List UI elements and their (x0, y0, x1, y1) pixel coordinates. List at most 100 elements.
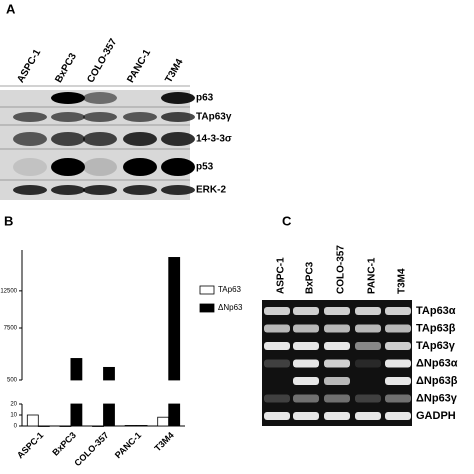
lane-label: BxPC3 (53, 51, 79, 85)
x-tick-label: BxPC3 (50, 430, 78, 458)
bar (124, 425, 137, 427)
band (83, 112, 117, 122)
band (293, 342, 319, 350)
band (324, 412, 350, 420)
y-tick-label: 12500 (0, 288, 17, 294)
lane-label: BxPC3 (305, 261, 316, 294)
bar (135, 425, 148, 427)
legend-label: TAp63 (218, 285, 242, 294)
band (264, 394, 290, 403)
band (355, 324, 381, 333)
band (324, 377, 350, 385)
x-tick-label: COLO-357 (72, 430, 110, 468)
band (13, 185, 47, 195)
lane-label: PANC-1 (367, 257, 378, 294)
band (51, 158, 85, 176)
band (123, 112, 157, 122)
bar (168, 403, 181, 427)
row-label: TAp63α (416, 305, 456, 317)
band (324, 324, 350, 333)
lane-label: T3M4 (163, 57, 186, 85)
y-tick-label: 7500 (4, 326, 18, 332)
band (324, 342, 350, 350)
band (161, 92, 195, 104)
band (293, 324, 319, 333)
band (385, 394, 411, 403)
band (355, 394, 381, 403)
band (385, 359, 411, 368)
band (161, 132, 195, 146)
band (83, 92, 117, 104)
band (355, 307, 381, 315)
band (161, 185, 195, 195)
band (385, 307, 411, 315)
band (13, 112, 47, 122)
bar (92, 425, 104, 427)
bar (37, 425, 50, 427)
band (51, 185, 85, 195)
band (293, 377, 319, 385)
bar (26, 414, 39, 427)
panel-letter: A (6, 1, 16, 16)
row-label: ΔNp63β (416, 375, 458, 387)
x-tick-label: ASPC-1 (15, 430, 45, 460)
row-label: p53 (196, 162, 214, 173)
bar (70, 403, 83, 427)
x-tick-label: PANC-1 (113, 430, 143, 460)
row-label: TAp63β (416, 322, 456, 334)
lane-label: T3M4 (397, 268, 408, 294)
bar (103, 403, 115, 427)
row-label: p63 (196, 93, 214, 104)
band (355, 412, 381, 420)
row-label: TAp63γ (196, 112, 232, 123)
band (264, 324, 290, 333)
row-label: ΔNp63γ (416, 392, 458, 404)
band (324, 307, 350, 315)
band (355, 359, 381, 368)
lane-label: ASPC-1 (15, 47, 43, 85)
band (385, 324, 411, 333)
x-tick-label: T3M4 (152, 430, 175, 453)
bar (103, 366, 115, 381)
row-label: GADPH (416, 410, 456, 422)
band (385, 377, 411, 385)
band (264, 342, 290, 350)
band (123, 158, 157, 176)
band (51, 92, 85, 104)
band (123, 185, 157, 195)
lane-label: PANC-1 (125, 47, 153, 84)
bar (59, 425, 72, 427)
band (264, 307, 290, 315)
band (83, 158, 117, 176)
panel-letter: C (282, 213, 292, 228)
band (293, 307, 319, 315)
legend-swatch (199, 303, 215, 313)
band (385, 412, 411, 420)
band (293, 412, 319, 420)
bar (70, 358, 83, 381)
band (293, 394, 319, 403)
lane-label: COLO-357 (336, 245, 347, 294)
y-tick-label: 20 (10, 402, 17, 408)
band (161, 112, 195, 122)
row-label: 14-3-3σ (196, 134, 232, 145)
row-label: ΔNp63α (416, 357, 458, 369)
band (264, 359, 290, 368)
band (83, 132, 117, 146)
band (51, 132, 85, 146)
y-tick-label: 10 (10, 413, 17, 419)
band (385, 342, 411, 350)
band (324, 359, 350, 368)
band (264, 412, 290, 420)
panel-letter: B (4, 213, 13, 228)
band (355, 342, 381, 350)
y-tick-label: 500 (7, 378, 18, 384)
row-label: ERK-2 (196, 185, 226, 196)
legend-label: ΔNp63 (218, 303, 243, 312)
bar (168, 257, 181, 381)
row-label: TAp63γ (416, 340, 456, 352)
band (161, 158, 195, 176)
bar (157, 416, 170, 427)
band (13, 132, 47, 146)
